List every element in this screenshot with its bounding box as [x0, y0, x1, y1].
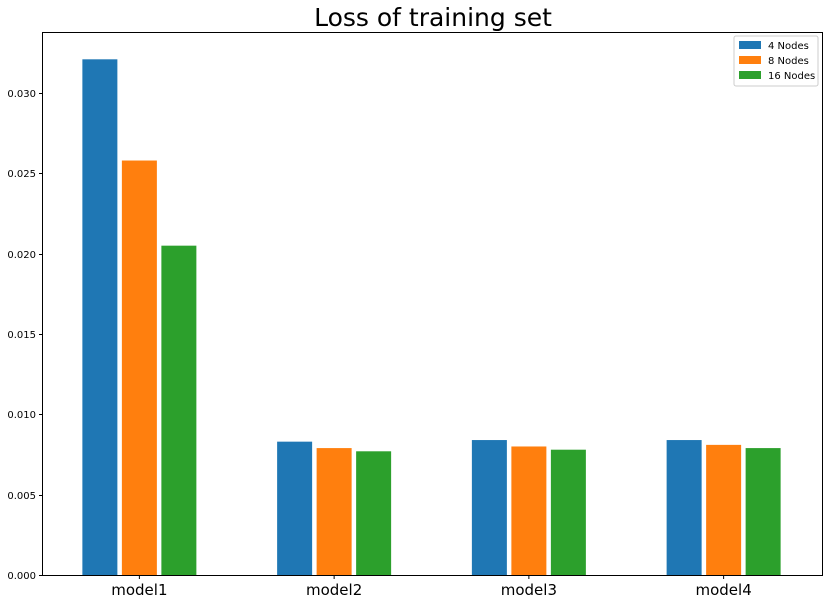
y-tick-label: 0.005 — [7, 491, 36, 502]
x-tick-label: model4 — [696, 581, 752, 599]
legend: 4 Nodes 8 Nodes 16 Nodes — [733, 35, 819, 87]
y-tick-label: 0.000 — [7, 571, 36, 582]
legend-swatch — [739, 41, 761, 49]
bar-model1-4-nodes — [82, 59, 118, 575]
bar-model3-16-nodes — [550, 449, 586, 575]
legend-swatch — [739, 71, 761, 79]
chart-title: Loss of training set — [314, 3, 552, 32]
bar-model4-4-nodes — [666, 440, 702, 575]
x-axis: model1 model2 model3 model4 — [111, 575, 752, 599]
x-tick-label: model2 — [306, 581, 362, 599]
plot-frame — [42, 32, 823, 576]
bar-model1-8-nodes — [121, 160, 157, 576]
bar-model3-8-nodes — [511, 446, 547, 575]
x-tick-label: model1 — [111, 581, 167, 599]
bars-group — [82, 59, 781, 576]
bar-model3-4-nodes — [471, 440, 507, 575]
y-tick-label: 0.015 — [7, 330, 36, 341]
y-tick-label: 0.025 — [7, 169, 36, 180]
legend-label: 4 Nodes — [768, 41, 809, 52]
legend-label: 16 Nodes — [768, 71, 815, 82]
bar-model1-16-nodes — [161, 245, 197, 575]
x-tick-label: model3 — [501, 581, 557, 599]
y-tick-label: 0.010 — [7, 410, 36, 421]
legend-label: 8 Nodes — [768, 56, 809, 67]
bar-model2-8-nodes — [316, 448, 352, 575]
bar-model2-4-nodes — [277, 441, 313, 575]
y-tick-label: 0.030 — [7, 89, 36, 100]
legend-swatch — [739, 56, 761, 64]
bar-model2-16-nodes — [356, 451, 392, 575]
y-tick-label: 0.020 — [7, 250, 36, 261]
bar-model4-16-nodes — [745, 448, 781, 575]
y-axis: 0.000 0.005 0.010 0.015 0.020 0.025 0.030 — [7, 89, 43, 582]
bar-model4-8-nodes — [706, 444, 742, 575]
